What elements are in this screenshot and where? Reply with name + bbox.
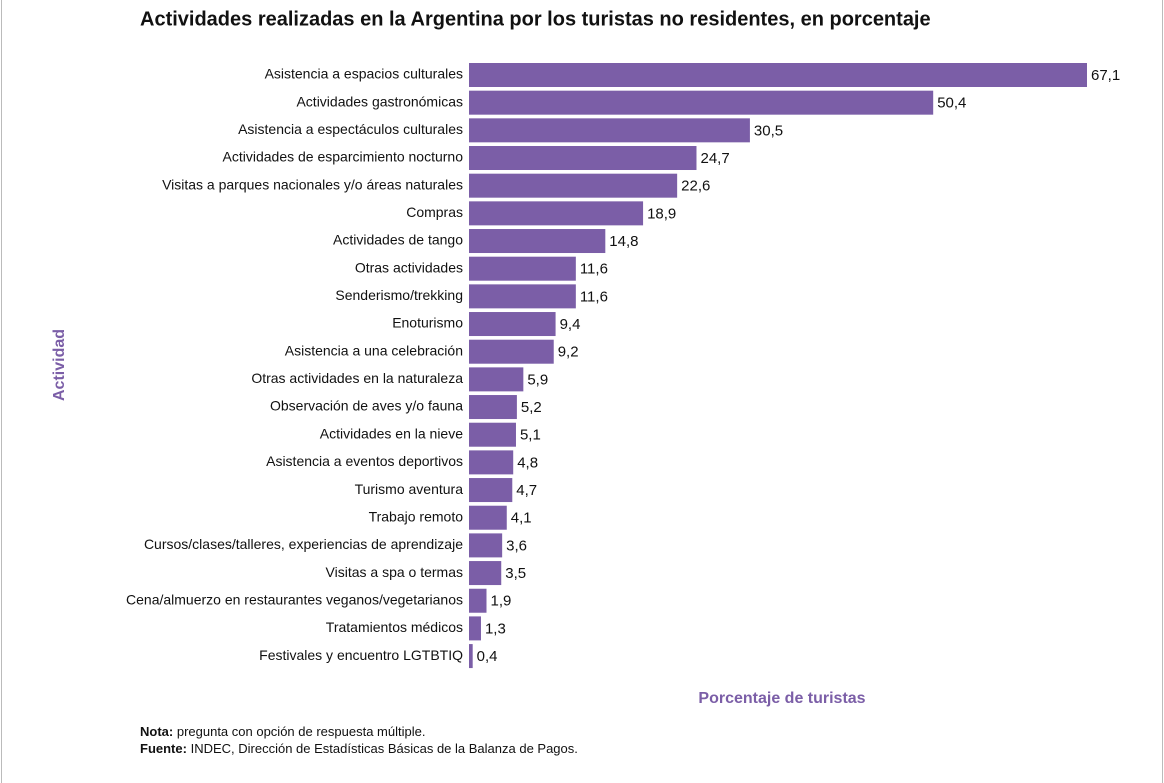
y-tick-label: Visitas a parques nacionales y/o áreas n… — [162, 176, 463, 192]
y-tick-label: Trabajo remoto — [369, 508, 464, 524]
bar — [469, 478, 513, 503]
y-tick-label: Cena/almuerzo en restaurantes veganos/ve… — [126, 591, 463, 607]
data-label: 4,8 — [517, 454, 538, 471]
bar — [469, 312, 556, 337]
y-tick-label: Otras actividades en la naturaleza — [251, 370, 463, 386]
chart-title: Actividades realizadas en la Argentina p… — [140, 8, 931, 30]
source-label: Fuente: — [140, 741, 187, 756]
y-tick-label: Asistencia a una celebración — [285, 342, 463, 358]
bar — [469, 561, 502, 586]
bar — [469, 256, 576, 281]
data-label: 14,8 — [609, 233, 638, 250]
bar — [469, 395, 517, 420]
source: Fuente: INDEC, Dirección de Estadísticas… — [140, 741, 578, 756]
bar — [469, 229, 606, 254]
bar — [469, 422, 516, 447]
y-tick-label: Turismo aventura — [355, 481, 464, 497]
data-label: 3,6 — [506, 537, 527, 554]
y-tick-label: Asistencia a eventos deportivos — [266, 453, 463, 469]
data-label: 4,7 — [516, 482, 537, 499]
data-label: 1,3 — [485, 620, 506, 637]
data-label: 9,4 — [560, 316, 581, 333]
bar — [469, 588, 487, 613]
x-axis-label: Porcentaje de turistas — [698, 690, 865, 707]
bar — [469, 63, 1087, 87]
data-label: 30,5 — [754, 122, 783, 139]
source-text: INDEC, Dirección de Estadísticas Básicas… — [191, 741, 578, 756]
data-label: 5,1 — [520, 427, 541, 444]
data-label: 4,1 — [511, 510, 532, 527]
y-tick-label: Actividades en la nieve — [320, 425, 463, 441]
y-tick-label: Senderismo/trekking — [335, 287, 463, 303]
note-text: pregunta con opción de respuesta múltipl… — [177, 724, 426, 739]
bar — [469, 644, 473, 669]
bar — [469, 201, 644, 226]
bar — [469, 118, 750, 143]
y-tick-label: Tratamientos médicos — [326, 619, 463, 635]
data-label: 5,2 — [521, 399, 542, 416]
y-tick-label: Festivales y encuentro LGTBTIQ — [259, 647, 463, 663]
y-tick-label: Otras actividades — [355, 259, 463, 275]
note: Nota: pregunta con opción de respuesta m… — [140, 724, 425, 739]
data-label: 0,4 — [477, 648, 498, 665]
data-label: 11,6 — [580, 288, 608, 305]
y-tick-label: Compras — [406, 204, 463, 220]
y-tick-label: Enoturismo — [392, 315, 463, 331]
bar — [469, 90, 934, 115]
y-tick-label: Cursos/clases/talleres, experiencias de … — [144, 536, 463, 552]
data-label: 9,2 — [558, 344, 579, 361]
data-label: 24,7 — [700, 150, 729, 167]
bar — [469, 173, 678, 198]
data-label: 22,6 — [681, 178, 710, 195]
bar — [469, 367, 524, 392]
data-label: 11,6 — [580, 261, 608, 278]
y-axis-label: Actividad — [51, 329, 68, 401]
bar — [469, 284, 576, 309]
y-tick-label: Asistencia a espectáculos culturales — [238, 121, 463, 137]
bar — [469, 505, 507, 530]
data-label: 3,5 — [505, 565, 526, 582]
y-tick-label: Actividades gastronómicas — [296, 93, 463, 109]
bar — [469, 339, 554, 364]
data-label: 50,4 — [937, 95, 966, 112]
bar — [469, 616, 481, 641]
data-label: 5,9 — [527, 371, 548, 388]
bar — [469, 533, 503, 558]
y-tick-label: Asistencia a espacios culturales — [265, 66, 463, 82]
bar — [469, 450, 514, 475]
y-tick-label: Observación de aves y/o fauna — [270, 398, 463, 414]
y-tick-label: Visitas a spa o termas — [326, 564, 463, 580]
data-label: 1,9 — [490, 593, 511, 610]
y-tick-label: Actividades de tango — [333, 232, 463, 248]
data-label: 67,1 — [1091, 67, 1120, 84]
data-label: 18,9 — [647, 205, 676, 222]
note-label: Nota: — [140, 724, 173, 739]
bar — [469, 146, 697, 171]
y-tick-label: Actividades de esparcimiento nocturno — [223, 149, 464, 165]
